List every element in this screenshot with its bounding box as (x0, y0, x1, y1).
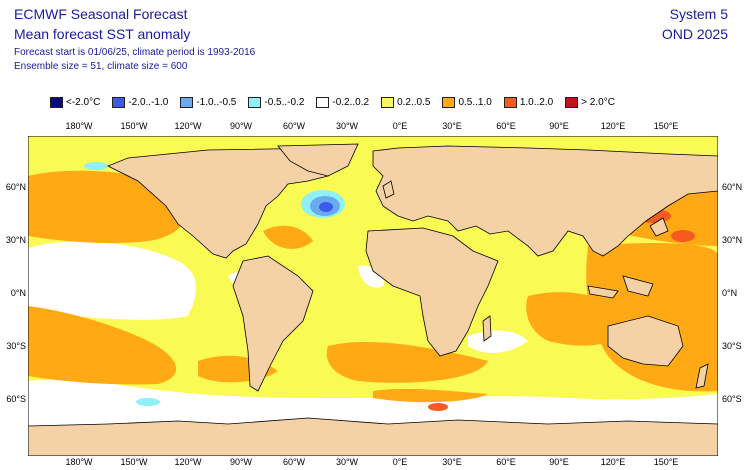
period-label: OND 2025 (661, 26, 728, 42)
legend-item: > 2.0°C (565, 96, 615, 108)
legend-label: > 2.0°C (581, 96, 615, 108)
longitude-label-top: 60°E (496, 121, 516, 131)
legend-label: 1.0..2.0 (519, 96, 554, 108)
uk-land (382, 180, 395, 199)
antarctica-land (28, 417, 718, 456)
longitude-label-bottom: 120°E (600, 457, 626, 467)
sst-anomaly-map (28, 136, 718, 456)
longitude-label-top: 150°W (120, 121, 148, 131)
latitude-label-right: 60°N (722, 182, 743, 192)
legend-item: -1.0..-0.5 (180, 96, 237, 108)
legend-swatch (381, 96, 395, 108)
longitude-label-top: 180°W (65, 121, 93, 131)
longitude-label-bottom: 150°W (120, 457, 148, 467)
legend-swatch (50, 96, 63, 108)
legend-label: -0.2..0.2 (332, 96, 370, 108)
legend-item: 1.0..2.0 (503, 96, 554, 108)
legend-label: -0.5..-0.2 (264, 96, 305, 108)
longitude-label-bottom: 60°E (496, 457, 516, 467)
color-legend: <-2.0°C -2.0..-1.0 -1.0..-0.5 -0.5..-0.2 -0.… (50, 95, 627, 109)
legend-label: <-2.0°C (66, 96, 101, 108)
indonesia-land (587, 285, 619, 299)
legend-item: -0.2..0.2 (316, 96, 370, 108)
title-line-1: ECMWF Seasonal Forecast (14, 6, 188, 22)
longitude-label-bottom: 180°W (65, 457, 93, 467)
legend-swatch (180, 96, 194, 108)
longitude-label-top: 0°E (392, 121, 408, 131)
forecast-info-line: Forecast start is 01/06/25, climate peri… (14, 47, 256, 58)
legend-item: <-2.0°C (50, 96, 101, 108)
japan-land (649, 217, 669, 237)
greenland-land (277, 143, 359, 177)
legend-item: -2.0..-1.0 (112, 96, 169, 108)
legend-swatch (503, 96, 517, 108)
longitude-label-bottom: 90°E (549, 457, 569, 467)
legend-swatch (565, 96, 579, 108)
longitude-label-top: 120°E (600, 121, 626, 131)
legend-swatch (248, 96, 262, 108)
africa-land (365, 227, 499, 357)
south-america-land (232, 255, 314, 392)
longitude-label-top: 30°E (442, 121, 462, 131)
longitude-label-bottom: 90°W (229, 457, 253, 467)
legend-label: -2.0..-1.0 (128, 96, 169, 108)
latitude-label-left: 60°S (6, 394, 26, 404)
longitude-label-top: 150°E (653, 121, 679, 131)
longitude-label-bottom: 60°W (282, 457, 306, 467)
longitude-label-top: 60°W (282, 121, 306, 131)
legend-label: -1.0..-0.5 (196, 96, 237, 108)
australia-land (607, 315, 684, 367)
system-label: System 5 (669, 6, 728, 22)
ensemble-info-line: Ensemble size = 51, climate size = 600 (14, 61, 188, 72)
latitude-label-right: 30°S (722, 341, 742, 351)
longitude-label-bottom: 150°E (653, 457, 679, 467)
latitude-label-right: 30°N (722, 235, 743, 245)
longitude-label-bottom: 30°E (442, 457, 462, 467)
longitude-label-top: 90°E (549, 121, 569, 131)
new-zealand-land (695, 363, 709, 389)
latitude-label-left: 30°S (6, 341, 26, 351)
legend-swatch (316, 96, 330, 108)
legend-item: 0.2..0.5 (381, 96, 431, 108)
longitude-label-bottom: 0°E (392, 457, 408, 467)
longitude-label-top: 120°W (174, 121, 202, 131)
latitude-label-left: 0°N (10, 288, 26, 298)
negative-anomaly-areas (84, 162, 345, 406)
legend-swatch (112, 96, 126, 108)
land-masses (28, 143, 718, 456)
legend-swatch (442, 96, 456, 108)
latitude-label-right: 60°S (722, 394, 742, 404)
longitude-label-top: 90°W (229, 121, 253, 131)
madagascar-land (482, 315, 492, 342)
legend-item: 0.5..1.0 (442, 96, 492, 108)
legend-label: 0.5..1.0 (458, 96, 492, 108)
longitude-label-top: 30°W (335, 121, 359, 131)
legend-label: 0.2..0.5 (397, 96, 431, 108)
longitude-label-bottom: 120°W (174, 457, 202, 467)
latitude-label-left: 60°N (5, 182, 26, 192)
title-line-2: Mean forecast SST anomaly (14, 26, 191, 42)
latitude-label-right: 0°N (722, 288, 738, 298)
legend-item: -0.5..-0.2 (248, 96, 305, 108)
latitude-label-left: 30°N (5, 235, 26, 245)
eurasia-land (372, 145, 718, 257)
borneo-land (622, 275, 654, 297)
longitude-label-bottom: 30°W (335, 457, 359, 467)
